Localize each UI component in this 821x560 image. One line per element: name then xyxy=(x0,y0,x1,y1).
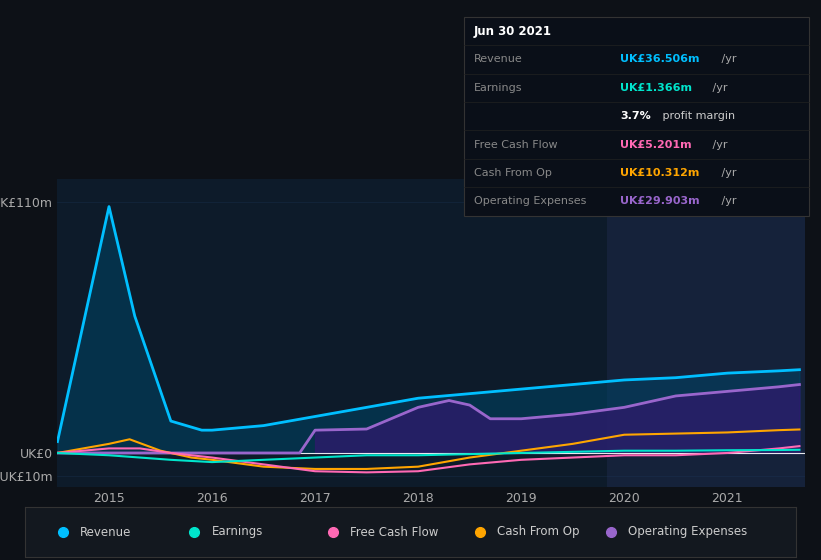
Text: Earnings: Earnings xyxy=(211,525,263,539)
Text: Cash From Op: Cash From Op xyxy=(497,525,580,539)
Text: UK£5.201m: UK£5.201m xyxy=(620,139,691,150)
Bar xyxy=(607,179,805,487)
Text: /yr: /yr xyxy=(718,197,737,207)
Text: /yr: /yr xyxy=(709,83,727,93)
Text: Operating Expenses: Operating Expenses xyxy=(474,197,586,207)
Text: UK£36.506m: UK£36.506m xyxy=(620,54,699,64)
Text: /yr: /yr xyxy=(718,168,737,178)
Text: UK£1.366m: UK£1.366m xyxy=(620,83,692,93)
Text: Revenue: Revenue xyxy=(80,525,131,539)
Text: /yr: /yr xyxy=(709,139,727,150)
Text: profit margin: profit margin xyxy=(659,111,736,121)
Text: /yr: /yr xyxy=(718,54,737,64)
Text: Jun 30 2021: Jun 30 2021 xyxy=(474,25,552,38)
Text: 3.7%: 3.7% xyxy=(620,111,650,121)
Text: Earnings: Earnings xyxy=(474,83,522,93)
Text: UK£29.903m: UK£29.903m xyxy=(620,197,699,207)
Text: Free Cash Flow: Free Cash Flow xyxy=(474,139,557,150)
Text: Cash From Op: Cash From Op xyxy=(474,168,552,178)
Text: Free Cash Flow: Free Cash Flow xyxy=(351,525,438,539)
Text: Operating Expenses: Operating Expenses xyxy=(628,525,747,539)
Text: UK£10.312m: UK£10.312m xyxy=(620,168,699,178)
Text: Revenue: Revenue xyxy=(474,54,522,64)
